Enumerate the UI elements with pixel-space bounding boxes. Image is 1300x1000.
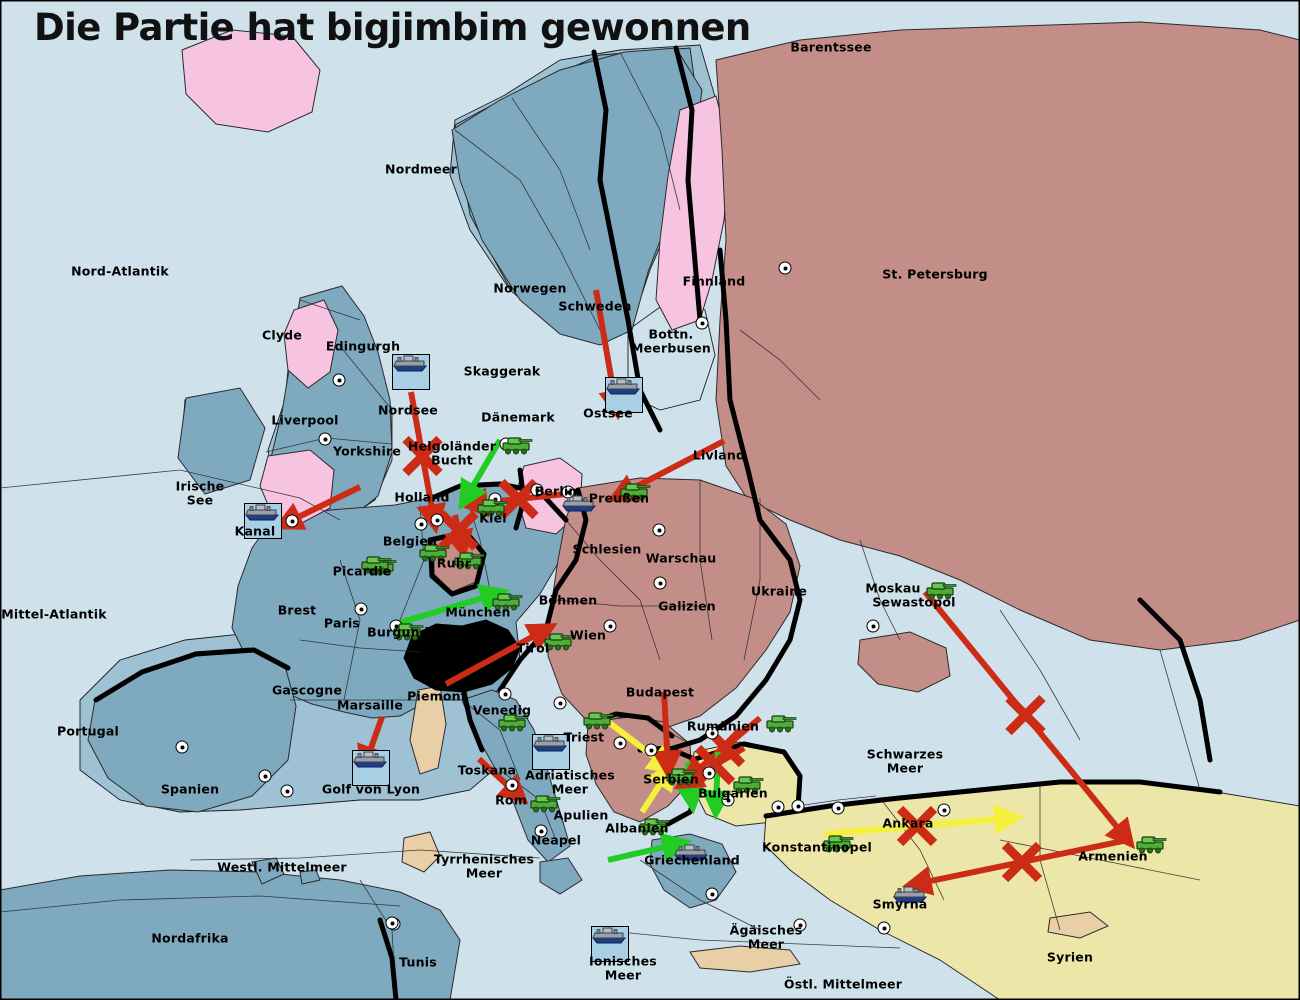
supply-center-dot xyxy=(866,619,880,633)
dislodged-fleet-marker[interactable] xyxy=(352,750,390,786)
supply-center-dot xyxy=(603,619,617,633)
supply-center-dot xyxy=(831,801,845,815)
page-title: Die Partie hat bigjimbim gewonnen xyxy=(34,6,751,49)
supply-center-dot xyxy=(695,316,709,330)
supply-center-dot xyxy=(644,743,658,757)
supply-center-dot xyxy=(937,803,951,817)
order-convoy xyxy=(823,804,1025,847)
order-move xyxy=(402,391,447,535)
order-support xyxy=(607,832,693,863)
supply-center-dot xyxy=(318,432,332,446)
order-move xyxy=(444,623,558,687)
dislodged-fleet-marker[interactable] xyxy=(591,926,629,962)
supply-center-dot xyxy=(530,483,544,497)
supply-center-dot xyxy=(175,740,189,754)
order-move xyxy=(922,590,1136,850)
order-move xyxy=(901,837,1129,896)
dislodged-fleet-marker[interactable] xyxy=(532,734,570,770)
supply-center-dot xyxy=(258,769,272,783)
order-support xyxy=(391,584,510,628)
supply-center-dot xyxy=(652,523,666,537)
order-move xyxy=(438,510,479,561)
supply-center-dot xyxy=(414,517,428,531)
supply-center-dot xyxy=(385,916,399,930)
supply-center-dot xyxy=(778,261,792,275)
supply-center-dot xyxy=(280,784,294,798)
supply-center-dot xyxy=(430,513,444,527)
supply-center-dot xyxy=(534,824,548,838)
dislodged-fleet-marker[interactable] xyxy=(392,354,430,390)
dislodged-fleet-marker[interactable] xyxy=(244,503,282,539)
supply-center-dot xyxy=(332,373,346,387)
supply-center-dot xyxy=(877,921,891,935)
supply-center-dot xyxy=(285,514,299,528)
supply-center-dot xyxy=(705,887,719,901)
order-support xyxy=(458,438,503,511)
supply-center-dot xyxy=(771,800,785,814)
order-move xyxy=(652,691,683,781)
supply-center-dot xyxy=(613,736,627,750)
supply-center-dot xyxy=(791,799,805,813)
supply-center-dot xyxy=(793,918,807,932)
supply-center-dot xyxy=(653,576,667,590)
dislodged-fleet-marker[interactable] xyxy=(605,377,643,413)
supply-center-dot xyxy=(354,602,368,616)
supply-center-dot xyxy=(705,726,719,740)
order-move xyxy=(273,484,362,530)
supply-center-dot xyxy=(721,793,735,807)
supply-center-dot xyxy=(702,766,716,780)
supply-center-dot xyxy=(505,778,519,792)
supply-center-dot xyxy=(553,696,567,710)
supply-center-dot xyxy=(498,687,512,701)
